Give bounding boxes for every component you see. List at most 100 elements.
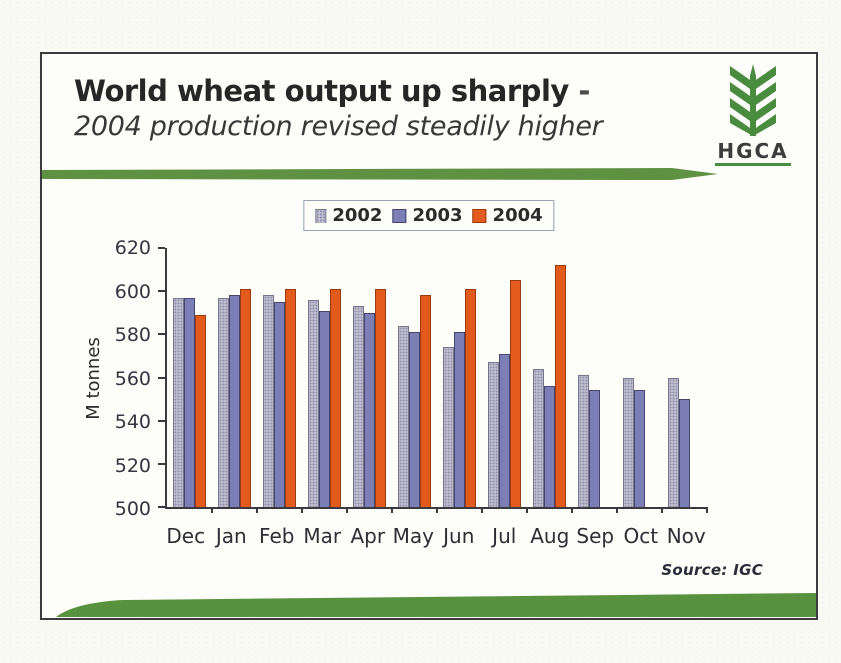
bar-2002-dec: [173, 297, 184, 507]
bar-2002-aug: [533, 368, 544, 507]
x-tick-mark-2: [255, 507, 258, 513]
x-tick-label-aug: Aug: [530, 524, 570, 548]
hgca-logo-underline: [715, 163, 791, 166]
y-tick-mark-500: [158, 506, 165, 508]
bar-group-oct: [617, 248, 662, 507]
bar-group-jul: [482, 248, 527, 507]
bar-2003-jul: [499, 353, 510, 507]
bar-group-aug: [527, 248, 572, 507]
bar-2003-may: [409, 332, 420, 507]
y-tick-mark-520: [158, 462, 165, 465]
bar-2004-apr: [375, 289, 386, 507]
bar-2003-aug: [544, 386, 555, 507]
bar-2002-jul: [488, 362, 499, 507]
legend-item-2003: 2003: [392, 205, 463, 226]
bar-2004-may: [420, 295, 431, 507]
plot-area: [158, 247, 708, 513]
legend-swatch-2004: [472, 208, 487, 223]
y-tick-label-540: 540: [114, 411, 151, 433]
bar-2003-apr: [364, 312, 375, 507]
bar-2002-sep: [578, 375, 589, 507]
y-tick-label-620: 620: [114, 237, 151, 259]
y-tick-label-580: 580: [114, 324, 151, 346]
x-tick-label-dec: Dec: [166, 524, 206, 548]
bar-group-sep: [572, 248, 617, 507]
bar-group-may: [392, 248, 437, 507]
wheat-ear-icon: [730, 64, 776, 136]
bar-2002-mar: [308, 299, 319, 507]
bar-group-dec: [167, 248, 212, 507]
x-tick-label-mar: Mar: [303, 524, 342, 548]
bar-2002-oct: [623, 377, 634, 507]
y-tick-label-520: 520: [114, 454, 151, 477]
y-tick-label-560: 560: [114, 367, 151, 390]
bar-2003-sep: [589, 390, 600, 507]
bar-2003-feb: [274, 301, 285, 507]
bar-2004-aug: [555, 265, 566, 507]
slide-frame: World wheat output up sharply - 2004 pro…: [40, 52, 818, 620]
y-tick-mark-540: [158, 419, 165, 422]
bar-2004-jan: [240, 289, 251, 507]
legend-label-2002: 2002: [332, 205, 383, 226]
x-tick-label-jul: Jul: [492, 524, 517, 548]
legend-label-2004: 2004: [492, 205, 543, 226]
x-tick-mark-1: [210, 507, 213, 513]
hgca-logo: HGCA: [704, 62, 802, 166]
x-tick-mark-3: [301, 507, 303, 513]
legend-label-2003: 2003: [412, 205, 463, 226]
bar-groups: [167, 248, 707, 507]
bar-2004-jun: [465, 289, 476, 507]
bar-2004-feb: [285, 289, 296, 507]
x-tick-mark-12: [706, 507, 708, 513]
bar-2003-nov: [679, 399, 690, 507]
bar-group-feb: [257, 248, 302, 507]
legend-swatch-2002: [315, 208, 327, 223]
x-tick-mark-8: [525, 507, 528, 513]
bar-2003-jan: [229, 295, 240, 507]
y-tick-mark-620: [158, 247, 165, 249]
x-tick-mark-10: [616, 507, 618, 513]
bar-2004-mar: [330, 289, 341, 507]
bar-2004-dec: [195, 314, 206, 507]
bar-2002-may: [398, 325, 409, 507]
green-divider-swoosh: [42, 168, 718, 180]
x-tick-mark-6: [436, 507, 438, 513]
title-dash: -: [568, 74, 590, 108]
x-tick-label-may: May: [392, 524, 434, 548]
hgca-logo-text: HGCA: [717, 139, 789, 163]
x-tick-mark-4: [345, 507, 348, 513]
bar-2003-oct: [634, 390, 645, 507]
title-bold-text: World wheat output up sharply: [74, 74, 569, 108]
x-tick-mark-9: [571, 507, 573, 513]
y-axis-labels: 620 600 580 560 540 520 500: [97, 237, 159, 520]
x-tick-label-feb: Feb: [259, 524, 295, 548]
bar-2003-dec: [184, 297, 195, 507]
x-tick-label-oct: Oct: [623, 524, 659, 548]
bar-2002-nov: [668, 377, 679, 507]
y-tick-label-500: 500: [114, 498, 151, 520]
legend-swatch-2003: [392, 208, 407, 223]
page-subtitle: 2004 production revised steadily higher: [74, 111, 603, 142]
legend-item-2004: 2004: [472, 205, 543, 226]
legend-item-2002: 2002: [315, 205, 382, 226]
y-tick-label-600: 600: [114, 280, 151, 303]
bar-2003-jun: [454, 332, 465, 507]
x-tick-mark-5: [391, 507, 393, 513]
x-tick-label-sep: Sep: [576, 524, 615, 548]
bottom-green-swoosh: [56, 593, 816, 617]
y-tick-mark-580: [158, 333, 165, 336]
bar-group-jun: [437, 248, 482, 507]
bar-group-mar: [302, 248, 347, 507]
source-note: Source: IGC: [661, 561, 763, 579]
bar-2002-apr: [353, 306, 364, 507]
bar-2004-jul: [510, 280, 521, 507]
bar-2003-mar: [319, 310, 330, 507]
x-tick-mark-7: [481, 507, 483, 513]
y-tick-mark-560: [158, 376, 165, 379]
x-axis-labels: Dec Jan Feb Mar Apr May Jun Jul Aug Sep Oct Nov: [163, 524, 709, 548]
x-tick-label-jan: Jan: [215, 524, 247, 548]
bar-2002-jan: [218, 297, 229, 507]
x-tick-label-apr: Apr: [350, 524, 386, 548]
x-tick-mark-11: [660, 507, 663, 513]
